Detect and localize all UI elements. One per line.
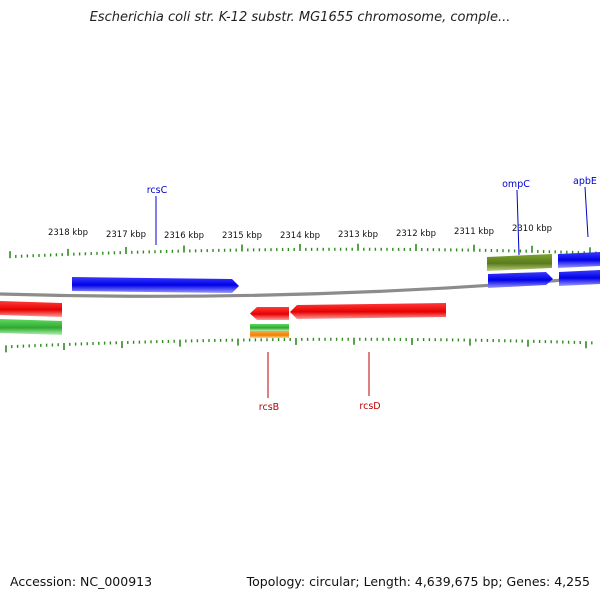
ruler-label: 2312 kbp [396,229,436,239]
topology-summary-text: Topology: circular; Length: 4,639,675 bp… [246,574,590,589]
ruler-ticks-forward [9,243,597,259]
ruler-label: 2315 kbp [222,231,262,241]
gene-rcsC[interactable] [72,277,239,293]
map-title: Escherichia coli str. K-12 substr. MG165… [89,10,511,25]
gene-ompC[interactable] [488,272,553,288]
ruler-ticks-reverse [5,337,593,353]
gene-callouts [155,186,589,398]
gene-label-rcsC[interactable]: rcsC [147,185,168,196]
gene-label-rcsD[interactable]: rcsD [359,401,380,412]
callout-ompC [516,189,520,256]
ruler-label: 2311 kbp [454,227,494,237]
gene-apbE-upper[interactable] [558,252,600,268]
gene-rcsB-orange-feature[interactable] [250,331,289,338]
gene-ompC-region-feature[interactable] [487,254,552,271]
gene-label-ompC[interactable]: ompC [502,179,530,190]
ruler-label: 2310 kbp [512,224,552,234]
ruler-label: 2317 kbp [106,230,146,240]
gene-rcsD[interactable] [290,303,446,319]
gene-rcsB[interactable] [250,307,289,320]
accession-text: Accession: NC_000913 [10,574,153,589]
ruler-labels: 2318 kbp 2317 kbp 2316 kbp 2315 kbp 2314… [48,224,552,241]
callout-apbE [584,186,589,238]
gene-rcsB-green-feature[interactable] [250,324,289,331]
gene-apbE-lower[interactable] [559,270,600,286]
gene-left-reverse[interactable] [0,301,62,317]
ruler-label: 2313 kbp [338,230,378,240]
gene-label-rcsB[interactable]: rcsB [259,402,279,413]
ruler-label: 2314 kbp [280,231,320,241]
rna-left-feature[interactable] [0,319,62,335]
gene-label-apbE[interactable]: apbE [573,176,597,187]
gene-labels: rcsC ompC apbE rcsB rcsD [147,176,597,413]
ruler-label: 2318 kbp [48,228,88,238]
ruler-label: 2316 kbp [164,231,204,241]
